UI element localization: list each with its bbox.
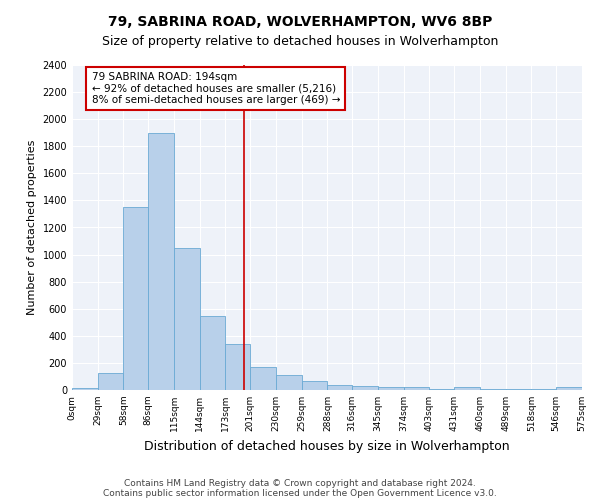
X-axis label: Distribution of detached houses by size in Wolverhampton: Distribution of detached houses by size …: [144, 440, 510, 452]
Y-axis label: Number of detached properties: Number of detached properties: [27, 140, 37, 315]
Bar: [302, 381, 328, 390]
Text: Contains HM Land Registry data © Crown copyright and database right 2024.: Contains HM Land Registry data © Crown c…: [124, 478, 476, 488]
Bar: [250, 367, 276, 390]
Bar: [556, 388, 582, 390]
Bar: [430, 388, 454, 390]
Bar: [72, 388, 98, 390]
Bar: [148, 132, 174, 390]
Text: Size of property relative to detached houses in Wolverhampton: Size of property relative to detached ho…: [102, 35, 498, 48]
Bar: [174, 248, 200, 390]
Bar: [276, 375, 302, 390]
Text: 79, SABRINA ROAD, WOLVERHAMPTON, WV6 8BP: 79, SABRINA ROAD, WOLVERHAMPTON, WV6 8BP: [108, 15, 492, 29]
Bar: [378, 386, 404, 390]
Text: Contains public sector information licensed under the Open Government Licence v3: Contains public sector information licen…: [103, 488, 497, 498]
Bar: [404, 388, 430, 390]
Bar: [226, 344, 250, 390]
Bar: [454, 386, 480, 390]
Bar: [328, 384, 352, 390]
Text: 79 SABRINA ROAD: 194sqm
← 92% of detached houses are smaller (5,216)
8% of semi-: 79 SABRINA ROAD: 194sqm ← 92% of detache…: [92, 72, 340, 105]
Bar: [98, 373, 124, 390]
Bar: [124, 207, 148, 390]
Bar: [200, 316, 226, 390]
Bar: [352, 386, 378, 390]
